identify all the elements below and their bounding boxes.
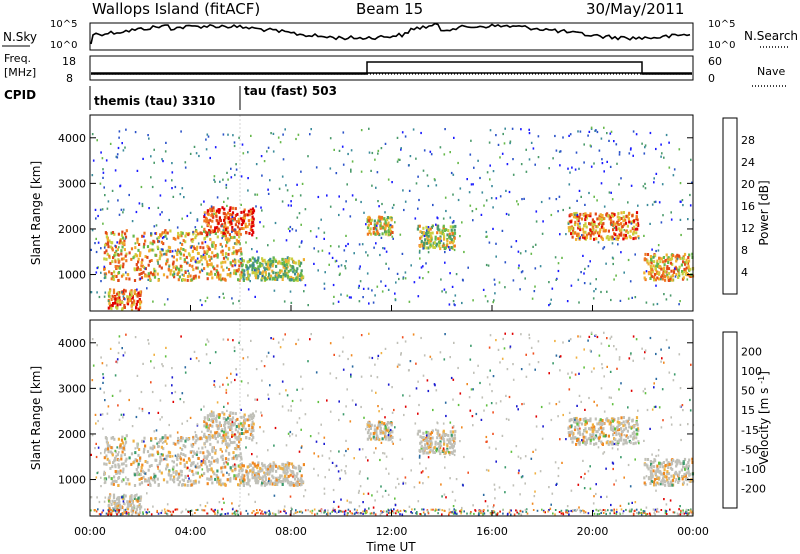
colorbar-frame [722,331,738,509]
nsky-right-tick-bottom: 10^0 [708,40,735,51]
date-title: 30/May/2011 [586,0,684,18]
beam-title: Beam 15 [356,0,423,18]
colorbar-tick-label: 200 [741,346,762,359]
colorbar-tick-label: 4 [741,266,748,279]
colorbar-frame [722,117,738,295]
velocity-colorbar-label-exponent: -1 [757,376,766,384]
velocity-y-axis: 1000 2000 3000 4000 [58,337,693,487]
x-tick-label: 04:00 [175,525,207,538]
cpid-label: CPID [4,88,36,102]
power-y-axis: 1000 2000 3000 4000 [58,132,693,282]
x-axis-label: Time UT [365,540,416,554]
x-tick-label: 16:00 [476,525,508,538]
cpid-mode-2: tau (fast) 503 [244,84,337,98]
cpid-panel: CPID themis (tau) 3310 tau (fast) 503 [4,84,337,110]
y-tick-label: 4000 [58,132,86,145]
velocity-colorbar-label-text: Velocity [m s [757,388,771,465]
x-tick-label: 12:00 [376,525,408,538]
velocity-panel-background [90,320,693,516]
freq-panel-frame [89,55,694,81]
freq-panel: Freq. [MHz] Nave 18 8 60 0 [4,52,786,87]
nsky-label: N.Sky [3,30,37,44]
colorbar-tick-label: 12 [741,222,755,235]
nave-step-trace [91,61,692,75]
y-tick-label: 1000 [58,474,86,487]
colorbar-tick-label: 50 [741,385,755,398]
colorbar-tick-label: 28 [741,134,755,147]
x-tick-label: 00:00 [677,525,709,538]
y-tick-label: 3000 [58,177,86,190]
velocity-cells [90,331,695,517]
cpid-mode-1: themis (tau) 3310 [94,94,215,108]
nsky-left-tick-bottom: 10^0 [50,40,77,51]
colorbar-tick-label: 8 [741,244,748,257]
freq-label-1: Freq. [4,52,31,65]
colorbar-tick-label: 16 [741,200,755,213]
station-title: Wallops Island (fitACF) [92,0,260,18]
nave-tick-top: 60 [708,55,722,68]
x-tick-label: 20:00 [577,525,609,538]
velocity-y-label: Slant Range [km] [29,366,43,470]
nsky-panel: N.Sky N.Search 10^5 10^0 10^5 10^0 [2,19,798,51]
power-colorbar-label: Power [dB] [757,180,771,245]
nave-tick-bottom: 0 [708,72,715,85]
power-cells [90,126,695,312]
nsky-trace [90,22,691,45]
colorbar-tick-label: 20 [741,178,755,191]
freq-tick-bottom: 8 [66,72,73,85]
power-colorbar: 4 8 12 16 20 24 28 [722,117,755,295]
y-tick-label: 3000 [58,382,86,395]
power-panel: 1000 2000 3000 4000 Slant Range [km] 4 8 12 16… [29,114,771,312]
velocity-colorbar-label: Velocity [m s -1] [757,371,772,465]
nsky-right-tick-top: 10^5 [708,19,735,30]
y-tick-label: 2000 [58,223,86,236]
nsky-right-label: N.Search [744,29,798,43]
velocity-x-axis: 00:00 04:00 08:00 12:00 16:00 20:00 00:00 [74,305,709,538]
colorbar-tick-label: -200 [741,482,766,495]
colorbar-tick-label: 15 [741,404,755,417]
power-panel-background [90,115,693,311]
colorbar-tick-label: -15 [741,424,759,437]
freq-tick-top: 18 [62,55,76,68]
freq-right-label: Nave [757,65,785,78]
colorbar-tick-label: 24 [741,156,755,169]
velocity-colorbar: -200 -100 -50 -15 15 50 100 200 [722,331,766,509]
colorbar-tick-label: 100 [741,365,762,378]
x-tick-label: 00:00 [74,525,106,538]
colorbar-tick-label: -50 [741,443,759,456]
y-tick-label: 4000 [58,337,86,350]
velocity-colorbar-label-tail: ] [757,371,771,376]
x-tick-label: 08:00 [275,525,307,538]
colorbar-tick-label: -100 [741,463,766,476]
freq-label-2: [MHz] [4,66,36,79]
nsky-panel-frame [89,22,694,51]
y-tick-label: 1000 [58,269,86,282]
nsky-left-tick-top: 10^5 [50,19,77,30]
power-y-label: Slant Range [km] [29,161,43,265]
y-tick-label: 2000 [58,428,86,441]
